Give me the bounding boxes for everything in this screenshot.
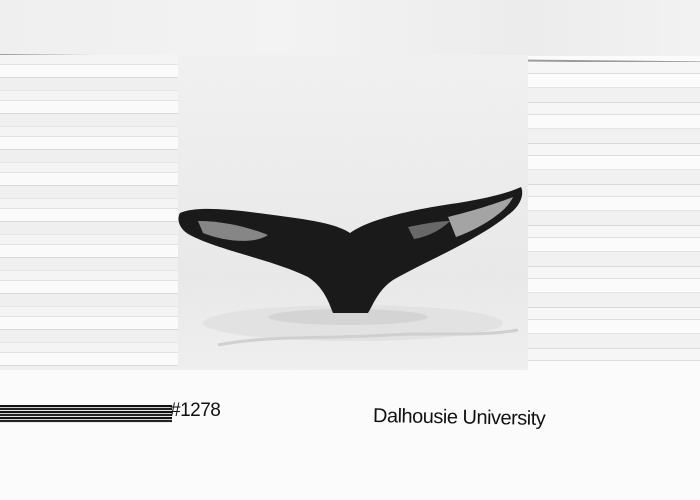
scan-artifact-left xyxy=(0,55,178,370)
scan-artifact-right xyxy=(528,62,700,370)
photo-credit: Dalhousie University xyxy=(372,405,546,431)
barcode-strip xyxy=(0,405,172,423)
whale-fluke-photo xyxy=(178,55,528,370)
top-band xyxy=(0,0,700,56)
whale-fluke-icon xyxy=(178,55,528,370)
catalog-id-label: #1278 xyxy=(170,400,221,421)
whale-fluke xyxy=(178,187,523,313)
